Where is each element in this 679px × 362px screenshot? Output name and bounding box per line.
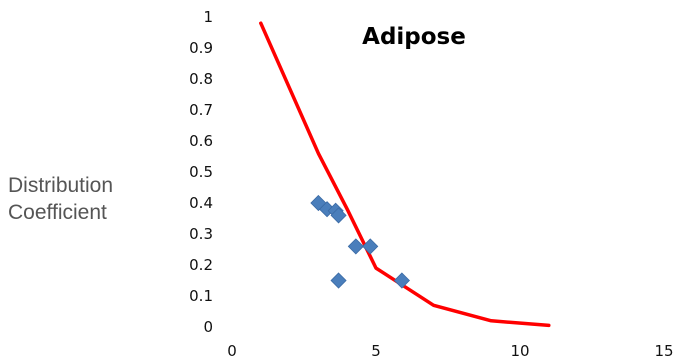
fitted-curve-line — [259, 21, 551, 328]
x-tick-label: 10 — [510, 342, 529, 360]
y-axis-label-line-2: Coefficient — [8, 201, 107, 224]
y-axis-label: Distribution Coefficient — [8, 172, 113, 226]
y-tick-label: 0.4 — [189, 194, 213, 212]
y-tick-label: 0.1 — [189, 287, 213, 305]
data-point-diamond — [347, 238, 364, 255]
y-axis-ticks: 0 0.1 0.2 0.3 0.4 0.5 0.6 0.7 0.8 0.9 1 — [189, 8, 213, 336]
data-point-diamond — [393, 272, 410, 289]
data-point-diamond — [330, 272, 347, 289]
x-tick-label: 0 — [227, 342, 237, 360]
y-tick-label: 0.5 — [189, 163, 213, 181]
chart-title: Adipose — [362, 24, 466, 50]
scatter-points-layer — [310, 194, 410, 289]
y-tick-label: 0.3 — [189, 225, 213, 243]
y-tick-label: 1 — [203, 8, 213, 26]
data-point-diamond — [330, 207, 347, 224]
y-tick-label: 0.2 — [189, 256, 213, 274]
y-tick-label: 0 — [203, 318, 213, 336]
y-tick-label: 0.8 — [189, 70, 213, 88]
data-point-diamond — [362, 238, 379, 255]
y-tick-label: 0.9 — [189, 39, 213, 57]
x-tick-label: 5 — [371, 342, 381, 360]
fitted-line-layer — [259, 21, 551, 328]
y-tick-label: 0.7 — [189, 101, 213, 119]
y-tick-label: 0.6 — [189, 132, 213, 150]
y-axis-label-line-1: Distribution — [8, 174, 114, 197]
x-axis-ticks: 0 5 10 15 — [227, 342, 673, 360]
x-tick-label: 15 — [654, 342, 673, 360]
